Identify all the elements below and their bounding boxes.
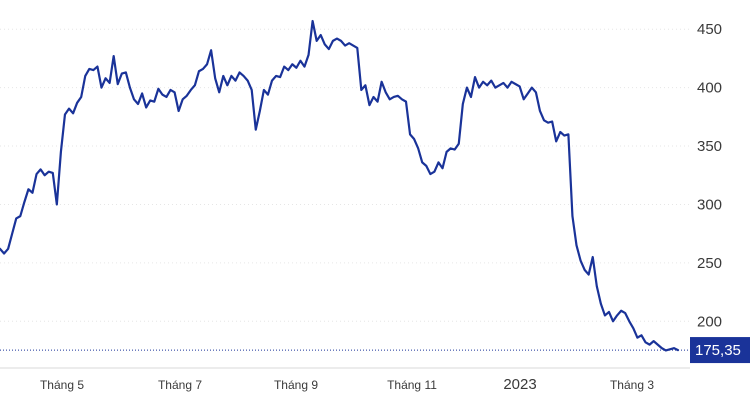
y-tick-label: 450 [697,21,722,38]
x-tick-label: Tháng 3 [610,378,654,392]
y-tick-label: 200 [697,313,722,330]
y-tick-label: 250 [697,255,722,272]
x-tick-label: Tháng 7 [158,378,202,392]
gridlines [0,28,690,322]
x-tick-label: Tháng 9 [274,378,318,392]
series-line [0,19,680,352]
last-value-tag-bg [690,337,750,364]
x-tick-label: Tháng 11 [387,378,437,392]
y-tick-label: 400 [697,80,722,97]
y-tick-label: 300 [697,196,722,213]
y-tick-label: 350 [697,138,722,155]
x-tick-label: Tháng 5 [40,378,84,392]
series-layer [0,19,680,352]
y-axis-ticks: 200 250 300 350 400 450 [697,21,722,330]
x-tick-label: 2023 [503,376,536,393]
x-axis-ticks: Tháng 5 Tháng 7 Tháng 9 Tháng 11 2023 Tháng 3 [40,376,654,393]
last-value-tag: 175,35 [690,337,750,364]
last-value-label: 175,35 [695,342,741,359]
